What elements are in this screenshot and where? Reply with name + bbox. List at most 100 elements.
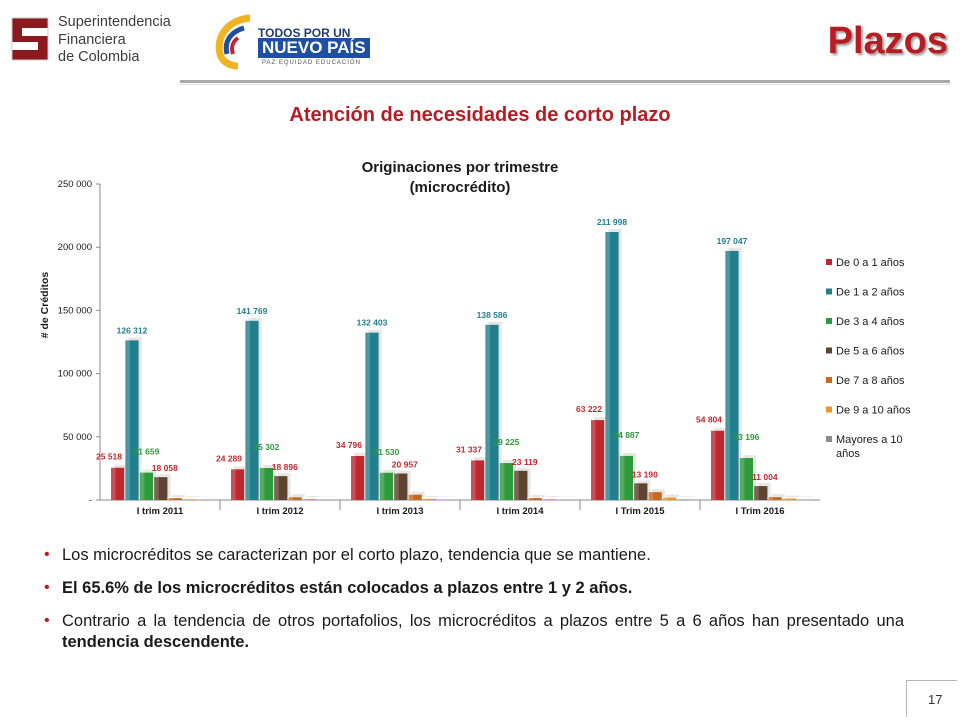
- header-divider: [180, 80, 950, 83]
- bar-highlight: [677, 499, 683, 500]
- bar-highlight: [111, 467, 116, 500]
- sfc-line-2: Financiera: [58, 31, 126, 48]
- bar-shadow: [306, 495, 320, 497]
- bar-highlight: [648, 492, 654, 500]
- bar-highlight: [168, 498, 174, 500]
- sfc-line-3: de Colombia: [58, 49, 140, 65]
- bar-3: [139, 472, 153, 500]
- bar-highlight: [543, 499, 548, 500]
- bar-6: [543, 499, 557, 500]
- bar-3: [499, 463, 513, 500]
- y-tick-label: 250 000: [58, 179, 92, 190]
- data-label: 211 998: [597, 217, 628, 227]
- data-label: 34 796: [336, 440, 362, 450]
- legend-swatch: [826, 288, 832, 295]
- bar-highlight: [605, 232, 611, 500]
- bar-highlight: [303, 498, 308, 500]
- bar-shadow: [411, 491, 425, 497]
- bar-shadow: [531, 494, 545, 497]
- bar-highlight: [379, 472, 385, 500]
- bar-highlight: [711, 430, 716, 500]
- legend-swatch: [826, 377, 832, 383]
- bar-highlight: [514, 470, 519, 500]
- data-label: 54 804: [696, 415, 722, 425]
- bar-5: [648, 492, 662, 500]
- chart-subtitle: (microcrédito): [410, 179, 511, 196]
- legend-swatch: [826, 318, 832, 324]
- bar-2: [725, 250, 739, 500]
- bar-5: [768, 497, 782, 500]
- bar-7: [677, 499, 691, 500]
- bar-2: [365, 332, 379, 500]
- data-label: 29 225: [493, 437, 519, 447]
- data-label: 34 887: [613, 430, 639, 440]
- data-label: 63 222: [576, 404, 602, 414]
- bar-highlight: [154, 477, 159, 500]
- x-tick-label: I Trim 2015: [615, 506, 665, 517]
- data-label: 126 312: [117, 325, 148, 335]
- legend-swatch: [826, 406, 832, 413]
- data-label: 33 196: [733, 432, 759, 442]
- bar-6: [663, 497, 677, 500]
- gov-line-3: PAZ EQUIDAD EDUCACIÓN: [262, 60, 361, 66]
- bar-4: [154, 477, 168, 500]
- bullet-item-2: • El 65.6% de los microcréditos están co…: [44, 578, 904, 599]
- bar-5: [168, 498, 182, 500]
- bar-shadow: [680, 496, 694, 497]
- legend-label: De 0 a 1 años: [836, 257, 905, 269]
- bar-6: [303, 498, 317, 500]
- bar-3: [619, 455, 633, 500]
- bar-highlight: [591, 420, 596, 500]
- header-divider-light: [180, 84, 950, 85]
- bar-chart: Originaciones por trimestre (microcrédito…: [39, 159, 911, 517]
- bullet-1-text: Los microcréditos se caracterizan por el…: [62, 546, 651, 564]
- y-tick-label: 50 000: [63, 432, 92, 443]
- data-label: 23 119: [512, 457, 538, 467]
- data-label: 13 190: [632, 469, 658, 479]
- bar-highlight: [619, 455, 625, 500]
- data-label: 18 058: [152, 463, 178, 473]
- gov-line-2: NUEVO PAÍS: [258, 38, 370, 58]
- bar-1: [111, 467, 125, 500]
- bar-4: [274, 476, 288, 500]
- bar-2: [605, 232, 619, 500]
- data-label: 21 659: [133, 447, 159, 457]
- legend-swatch: [826, 436, 832, 442]
- sfc-logo-text: Superintendencia Financiera de Colombia: [58, 14, 171, 67]
- bar-highlight: [365, 332, 371, 500]
- sfc-emblem-icon: [11, 17, 49, 61]
- data-label: 197 047: [717, 236, 748, 246]
- bar-5: [408, 494, 422, 500]
- data-label: 31 337: [456, 444, 482, 454]
- bullet-3-bold: tendencia descendente.: [62, 633, 250, 651]
- bar-highlight: [394, 473, 399, 500]
- bar-1: [591, 420, 605, 500]
- x-tick-label: I trim 2014: [497, 506, 545, 517]
- bullet-item-3: • Contrario a la tendencia de otros port…: [44, 611, 904, 653]
- page-number-box: [906, 680, 957, 717]
- y-tick-label: 200 000: [58, 242, 92, 253]
- gov-swoosh-icon: [215, 14, 251, 70]
- bar-shadow: [546, 496, 560, 497]
- bar-highlight: [274, 476, 279, 500]
- bar-3: [379, 472, 393, 500]
- bullet-dot-icon: •: [44, 546, 50, 563]
- bar-shadow: [786, 495, 800, 497]
- bar-highlight: [768, 497, 774, 500]
- bar-5: [288, 497, 302, 500]
- bar-highlight: [183, 499, 188, 500]
- legend-label: De 9 a 10 años: [836, 405, 911, 417]
- legend-label: De 3 a 4 años: [836, 316, 905, 328]
- bar-highlight: [725, 250, 731, 500]
- bar-shadow: [186, 496, 200, 497]
- bar-highlight: [245, 320, 251, 500]
- bar-shadow: [771, 494, 785, 497]
- page-title: Plazos: [827, 20, 948, 62]
- bar-4: [394, 473, 408, 500]
- data-label: 11 004: [752, 472, 778, 482]
- bar-highlight: [259, 468, 265, 500]
- bar-highlight: [797, 499, 803, 500]
- chart-title: Originaciones por trimestre: [362, 159, 559, 176]
- gov-line-1: TODOS POR UN: [258, 26, 351, 40]
- x-tick-label: I trim 2012: [257, 506, 304, 517]
